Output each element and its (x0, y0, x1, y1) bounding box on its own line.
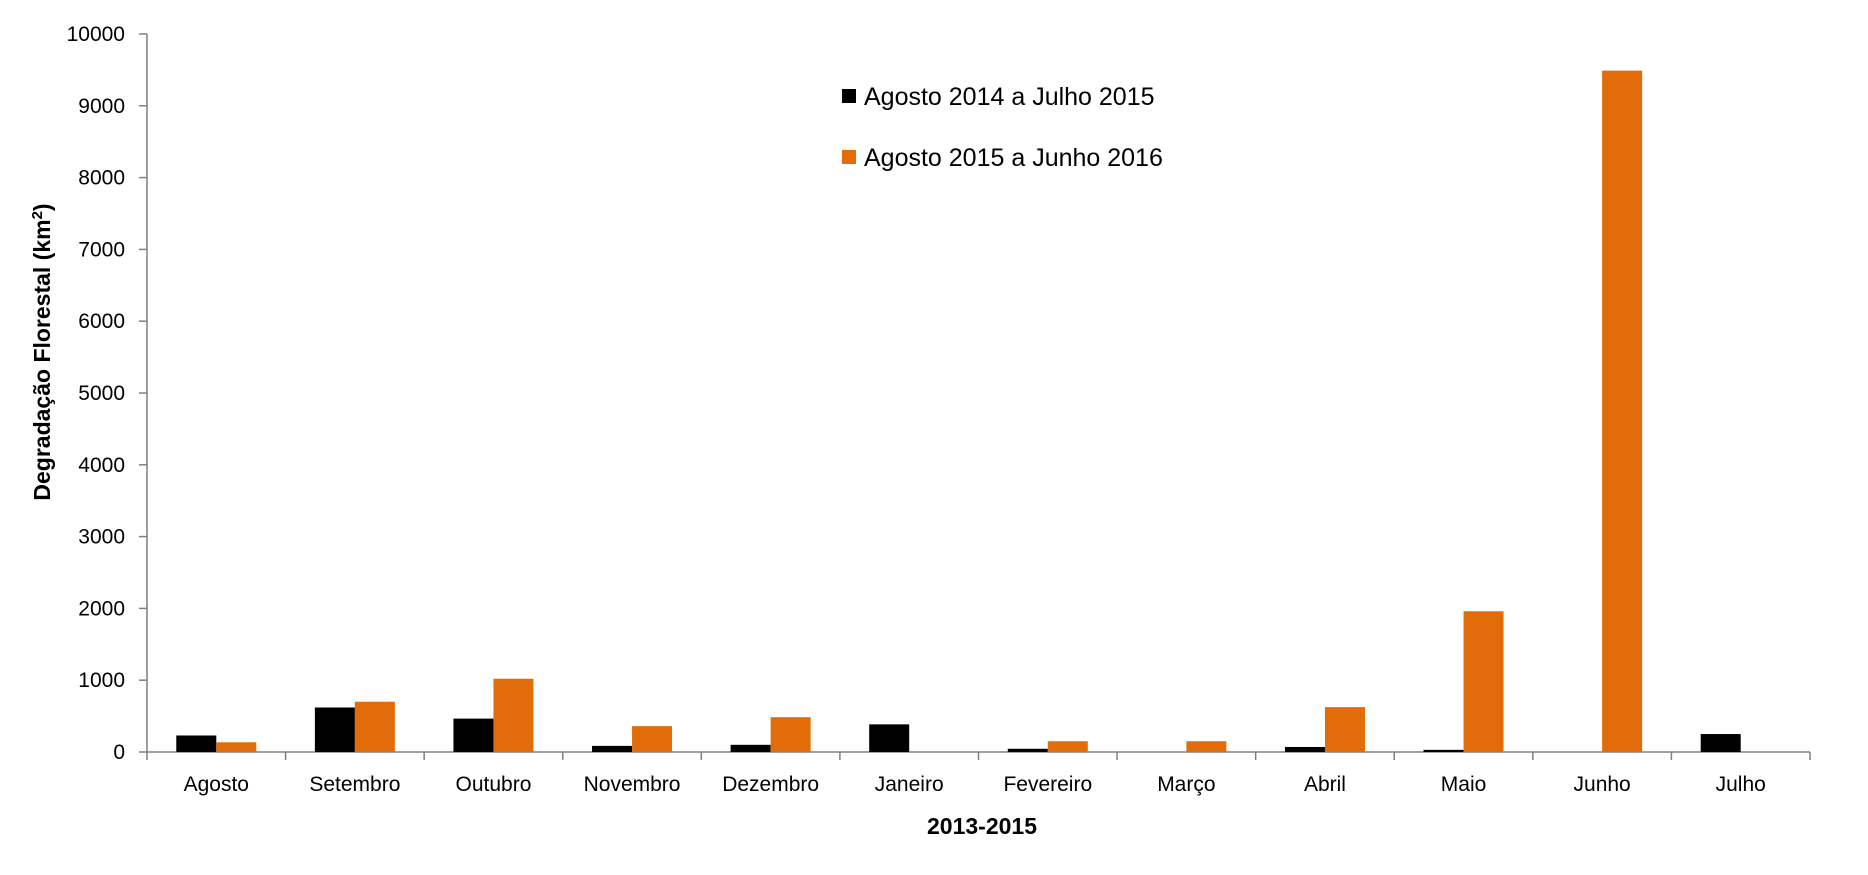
legend-swatch-series-1 (842, 89, 856, 103)
bars (176, 70, 1741, 753)
bar-series-1-outubro (453, 718, 494, 752)
bar-series-2-novembro (632, 726, 673, 752)
y-tick-label: 10000 (67, 23, 125, 46)
bar-series-2-agosto (216, 742, 257, 752)
bar-series-2-outubro (493, 678, 534, 752)
bar-series-1-setembro (314, 707, 355, 752)
bar-series-2-setembro (354, 701, 395, 752)
y-axis-title-sup: 2 (29, 211, 46, 219)
x-tick-label: Fevereiro (1003, 773, 1092, 796)
bar-series-2-fevereiro (1047, 741, 1088, 752)
bar-series-2-junho (1602, 70, 1643, 753)
x-tick-label: Julho (1716, 773, 1766, 796)
x-tick-label: Dezembro (722, 773, 819, 796)
x-tick-label: Agosto (184, 773, 249, 796)
y-tick-label: 0 (113, 741, 125, 764)
bar-series-1-agosto (176, 735, 217, 752)
y-tick-label: 8000 (78, 167, 125, 190)
y-tick-label: 9000 (78, 95, 125, 118)
y-tick-label: 7000 (78, 238, 125, 261)
bar-series-1-janeiro (869, 724, 910, 752)
y-tick-label: 2000 (78, 597, 125, 620)
y-tick-label: 3000 (78, 526, 125, 549)
x-tick-label: Maio (1441, 773, 1487, 796)
x-tick-label: Outubro (456, 773, 532, 796)
legend: Agosto 2014 a Julho 2015 Agosto 2015 a J… (842, 83, 1163, 172)
legend-label-series-2: Agosto 2015 a Junho 2016 (864, 144, 1163, 172)
bar-series-2-março (1186, 741, 1227, 752)
y-tick-label: 1000 (78, 669, 125, 692)
x-tick-label: Setembro (309, 773, 400, 796)
y-axis-title-main: Degradação Florestal (km (29, 219, 55, 500)
y-axis-title-close: ) (29, 203, 55, 211)
bar-series-1-julho (1700, 734, 1741, 752)
x-tick-label: Abril (1304, 773, 1346, 796)
bar-series-2-dezembro (770, 717, 811, 752)
x-tick-label: Junho (1574, 773, 1631, 796)
bar-series-1-novembro (592, 745, 633, 752)
bar-series-1-abril (1284, 746, 1325, 752)
bar-series-1-dezembro (730, 744, 771, 752)
legend-label-series-1: Agosto 2014 a Julho 2015 (864, 83, 1155, 111)
bar-series-1-maio (1423, 749, 1464, 752)
y-tick-label: 6000 (78, 310, 125, 333)
legend-swatch-series-2 (842, 150, 856, 164)
bar-series-2-abril (1324, 707, 1365, 752)
axes (139, 33, 1811, 760)
x-tick-label: Novembro (584, 773, 681, 796)
y-tick-label: 5000 (78, 382, 125, 405)
y-tick-label: 4000 (78, 454, 125, 477)
x-tick-label: Janeiro (875, 773, 944, 796)
labels: 0 1000 2000 3000 4000 5000 6000 7000 8000 9000 100… (67, 23, 1766, 796)
x-tick-label: Março (1157, 773, 1215, 796)
y-axis-title: Degradação Florestal (km2) (29, 203, 56, 500)
bar-series-1-fevereiro (1007, 748, 1048, 752)
bar-series-2-maio (1463, 611, 1504, 752)
x-axis-title: 2013-2015 (927, 813, 1037, 839)
